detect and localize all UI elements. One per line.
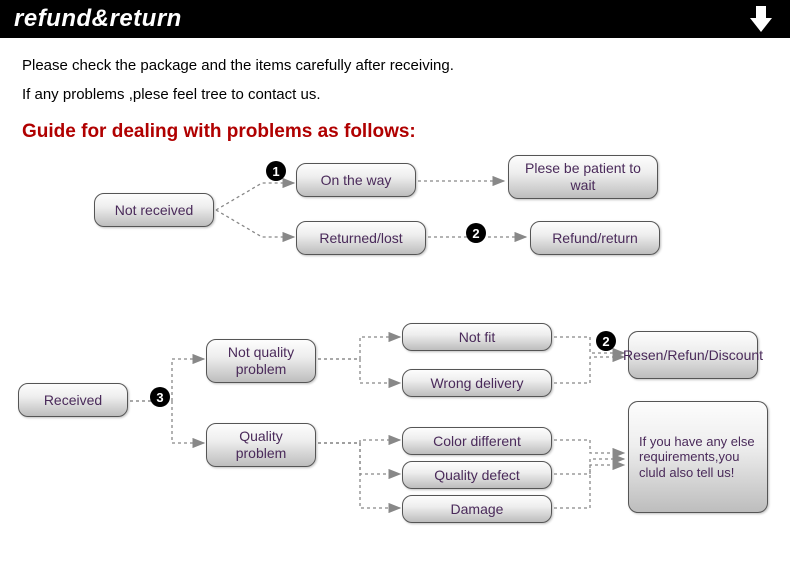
badge-1: 1	[266, 161, 286, 181]
guide-title: Guide for dealing with problems as follo…	[0, 117, 790, 143]
intro-line-2: If any problems ,plese feel tree to cont…	[22, 81, 768, 110]
node-not_received: Not received	[94, 193, 214, 227]
node-not_quality: Not quality problem	[206, 339, 316, 383]
node-if_else: If you have any else requirements,you cl…	[628, 401, 768, 513]
node-color_diff: Color different	[402, 427, 552, 455]
node-please_wait: Plese be patient to wait	[508, 155, 658, 199]
node-resen: Resen/Refun/Discount	[628, 331, 758, 379]
badge-3: 3	[150, 387, 170, 407]
node-not_fit: Not fit	[402, 323, 552, 351]
badge-2: 2	[466, 223, 486, 243]
header-title: refund&return	[14, 5, 182, 33]
node-returned_lost: Returned/lost	[296, 221, 426, 255]
intro-block: Please check the package and the items c…	[0, 38, 790, 117]
node-damage: Damage	[402, 495, 552, 523]
badge-2: 2	[596, 331, 616, 351]
flowchart-canvas: Not received On the way Plese be patient t…	[0, 143, 790, 563]
intro-line-1: Please check the package and the items c…	[22, 52, 768, 81]
node-on_the_way: On the way	[296, 163, 416, 197]
node-quality: Quality problem	[206, 423, 316, 467]
header-bar: refund&return	[0, 0, 790, 38]
node-received: Received	[18, 383, 128, 417]
down-arrow-icon	[746, 4, 776, 34]
node-quality_def: Quality defect	[402, 461, 552, 489]
node-refund_return: Refund/return	[530, 221, 660, 255]
node-wrong_deliv: Wrong delivery	[402, 369, 552, 397]
